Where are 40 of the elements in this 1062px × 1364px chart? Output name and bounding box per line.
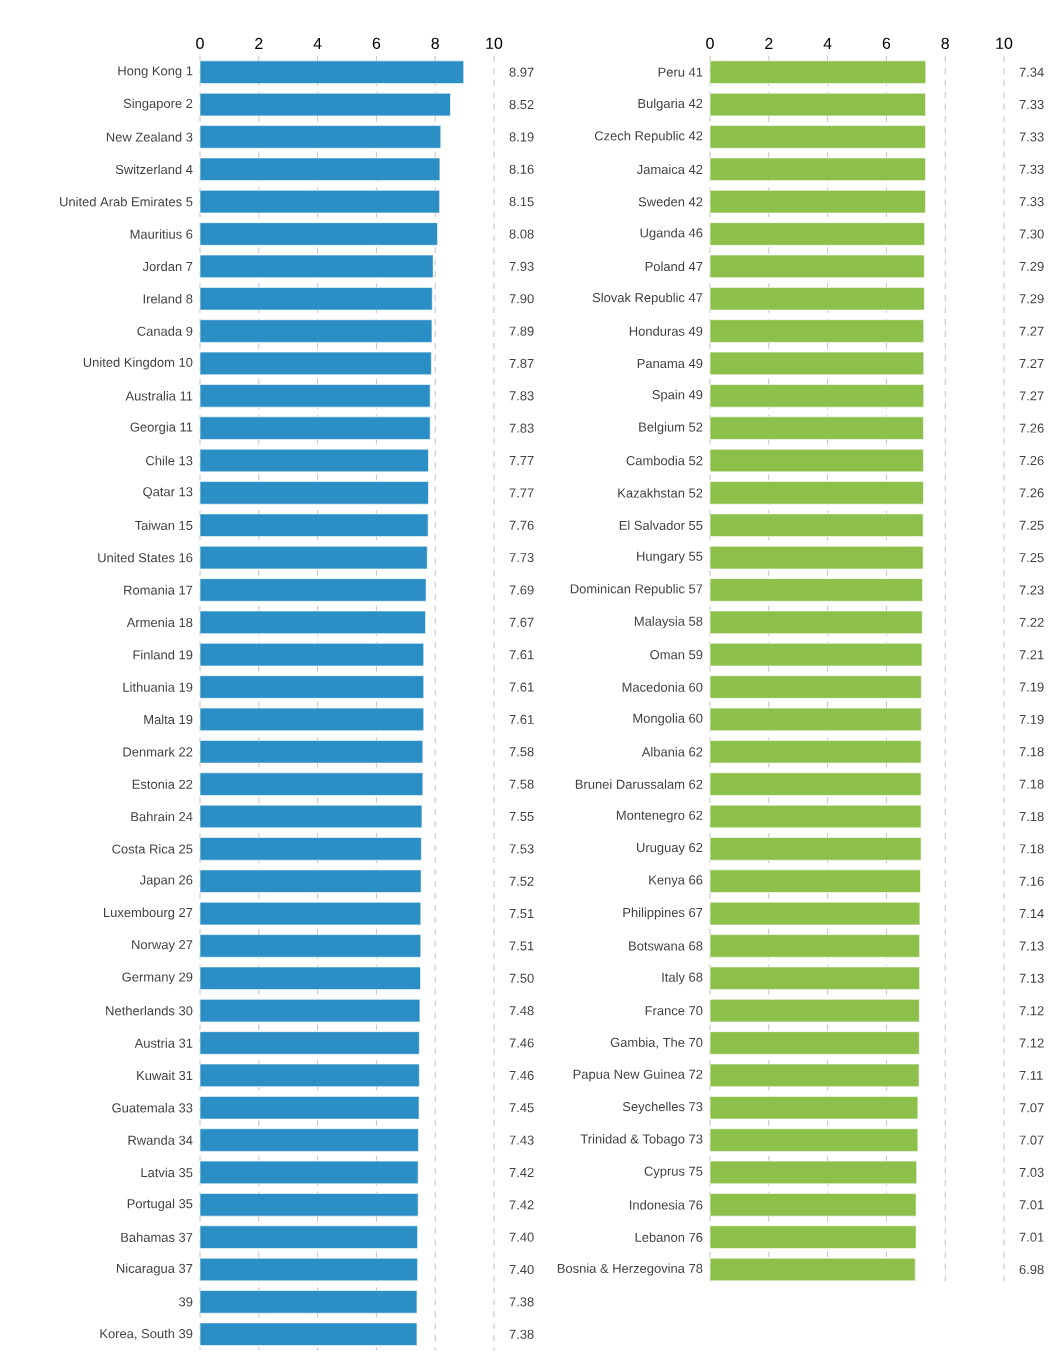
bar xyxy=(199,1290,418,1314)
bar xyxy=(199,578,427,602)
bar xyxy=(199,1031,420,1055)
bar xyxy=(199,513,429,537)
bar xyxy=(199,287,433,311)
bar xyxy=(199,351,432,376)
bar xyxy=(199,1193,419,1217)
bar xyxy=(199,707,425,732)
bar xyxy=(199,92,451,117)
bar xyxy=(199,319,433,343)
bar xyxy=(199,999,421,1023)
bar xyxy=(199,740,424,764)
bar xyxy=(199,901,422,926)
bar xyxy=(199,545,428,570)
bar xyxy=(199,254,434,278)
bar xyxy=(199,610,426,634)
bar xyxy=(199,1225,418,1249)
bar xyxy=(199,1257,418,1282)
bar xyxy=(199,1322,418,1346)
bar xyxy=(199,222,438,246)
bar xyxy=(199,966,421,990)
bar xyxy=(199,869,422,893)
bar xyxy=(199,384,431,408)
bar xyxy=(199,190,440,214)
bar xyxy=(199,643,425,667)
bar xyxy=(199,934,422,958)
bar xyxy=(199,416,431,440)
bar xyxy=(199,60,465,84)
bar xyxy=(199,157,441,181)
bar xyxy=(199,804,423,829)
bar xyxy=(199,772,424,796)
bar xyxy=(199,448,429,473)
bar xyxy=(199,1160,419,1185)
bar xyxy=(199,125,442,149)
bar xyxy=(199,481,429,505)
bar xyxy=(199,1128,419,1152)
bar xyxy=(199,1096,420,1120)
bar xyxy=(199,1063,420,1087)
bar xyxy=(199,675,425,699)
bar xyxy=(199,837,422,861)
